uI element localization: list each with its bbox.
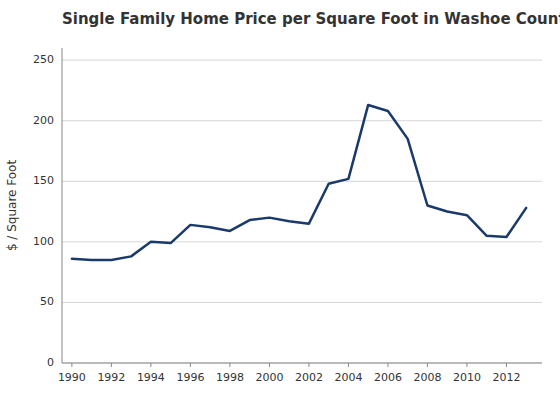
x-tick-mark [387,363,388,367]
y-tick-label: 200 [33,114,54,127]
x-tick-mark [348,363,349,367]
y-grid-line [62,120,542,121]
data-line [72,105,526,260]
y-grid-line [62,302,542,303]
x-tick-mark [71,363,72,367]
x-tick-label: 1992 [97,371,125,384]
x-tick-label: 2010 [453,371,481,384]
x-tick-mark [506,363,507,367]
x-tick-label: 1990 [58,371,86,384]
y-axis-line [62,48,63,363]
x-tick-label: 1998 [216,371,244,384]
x-tick-mark [466,363,467,367]
y-tick-label: 0 [47,356,54,369]
x-tick-mark [190,363,191,367]
chart-container: Single Family Home Price per Square Foot… [0,0,560,397]
x-tick-mark [308,363,309,367]
x-tick-mark [229,363,230,367]
x-tick-label: 1994 [137,371,165,384]
chart-svg: Single Family Home Price per Square Foot… [0,0,560,397]
chart-title: Single Family Home Price per Square Foot… [62,10,560,28]
plot-area [72,105,526,260]
y-axis-label: $ / Square Foot [5,160,19,252]
y-tick-label: 250 [33,53,54,66]
x-tick-mark [111,363,112,367]
y-grid-line [62,241,542,242]
y-tick-label: 50 [40,295,54,308]
x-tick-mark [150,363,151,367]
x-tick-label: 2004 [334,371,362,384]
y-tick-label: 100 [33,235,54,248]
y-tick-label: 150 [33,174,54,187]
x-axis-line [62,363,542,364]
x-tick-mark [269,363,270,367]
y-grid-line [62,181,542,182]
x-tick-label: 2000 [255,371,283,384]
x-tick-label: 2002 [295,371,323,384]
x-tick-label: 2012 [492,371,520,384]
x-tick-label: 2006 [374,371,402,384]
y-grid-line [62,60,542,61]
y-grid-line [62,363,542,364]
x-tick-label: 1996 [176,371,204,384]
x-tick-label: 2008 [413,371,441,384]
x-tick-mark [427,363,428,367]
